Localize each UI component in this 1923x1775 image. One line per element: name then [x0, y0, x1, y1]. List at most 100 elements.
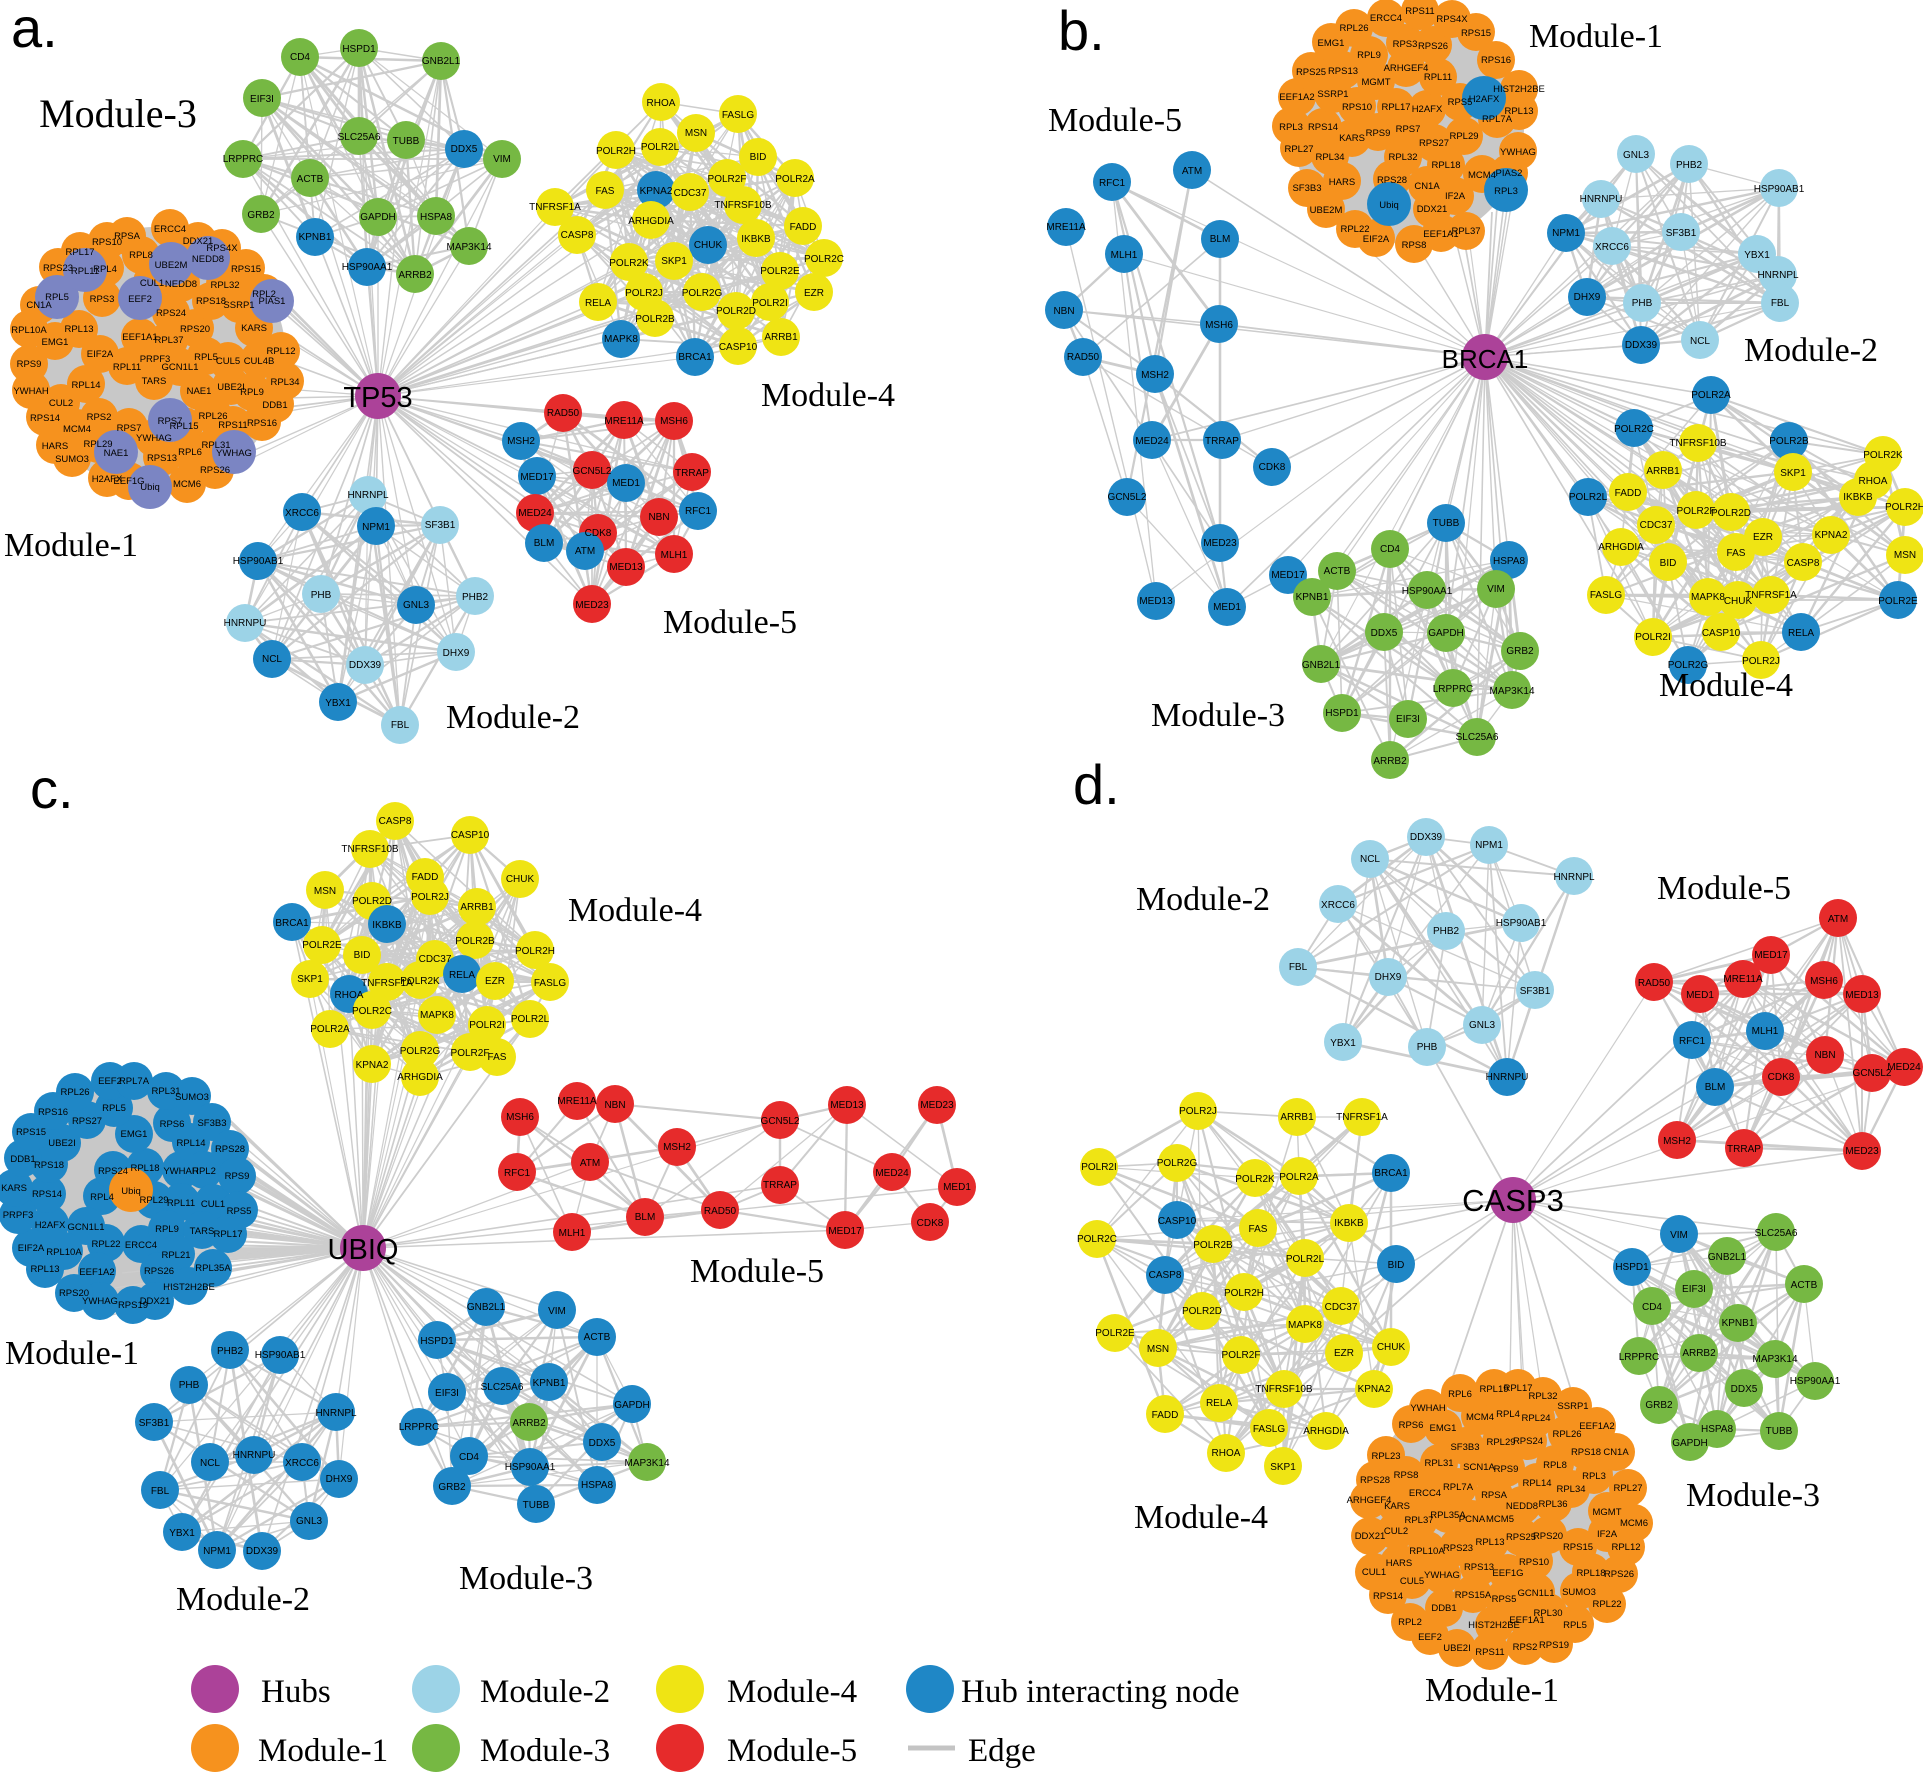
svg-text:RPL22: RPL22	[1340, 224, 1369, 235]
svg-text:DDX39: DDX39	[1625, 340, 1658, 351]
svg-text:NCL: NCL	[262, 654, 282, 665]
svg-text:SUMO3: SUMO3	[55, 454, 89, 465]
svg-text:MSH6: MSH6	[506, 1112, 534, 1123]
svg-text:RPL26: RPL26	[1552, 1429, 1581, 1440]
svg-text:MSN: MSN	[685, 128, 707, 139]
svg-text:RHOA: RHOA	[335, 990, 364, 1001]
svg-text:MCM5: MCM5	[1486, 1514, 1514, 1525]
svg-text:CUL1: CUL1	[201, 1199, 225, 1210]
svg-text:RPL22: RPL22	[91, 1239, 120, 1250]
svg-text:FAS: FAS	[488, 1052, 507, 1063]
svg-text:EEF1A2: EEF1A2	[1579, 1421, 1614, 1432]
svg-text:NPM1: NPM1	[203, 1546, 231, 1557]
svg-text:RPS14: RPS14	[1373, 1591, 1403, 1602]
svg-text:RPL11: RPL11	[1424, 72, 1452, 83]
svg-text:RHOA: RHOA	[1859, 476, 1888, 487]
svg-text:Module-3: Module-3	[459, 1560, 593, 1597]
svg-text:DDX21: DDX21	[1417, 204, 1448, 215]
svg-text:ARHGEF4: ARHGEF4	[1347, 1495, 1392, 1506]
svg-text:RPS10: RPS10	[92, 237, 122, 248]
svg-text:PHB2: PHB2	[462, 592, 489, 603]
svg-text:BRCA1: BRCA1	[678, 352, 712, 363]
svg-text:POLR2H: POLR2H	[1885, 502, 1923, 513]
svg-text:DDX39: DDX39	[1410, 832, 1443, 843]
svg-text:MGMT: MGMT	[1592, 1507, 1621, 1518]
svg-text:RPL12: RPL12	[1611, 1542, 1640, 1553]
svg-text:ATM: ATM	[575, 546, 595, 557]
svg-text:HSPD1: HSPD1	[1325, 708, 1359, 719]
svg-text:BRCA1: BRCA1	[1374, 1168, 1408, 1179]
svg-text:RELA: RELA	[585, 298, 611, 309]
svg-text:GAPDH: GAPDH	[1428, 628, 1464, 639]
svg-text:XRCC6: XRCC6	[1321, 900, 1355, 911]
svg-text:PHB2: PHB2	[1676, 160, 1703, 171]
svg-text:POLR2H: POLR2H	[596, 146, 636, 157]
svg-text:KARS: KARS	[1, 1183, 27, 1194]
svg-text:POLR2G: POLR2G	[682, 288, 723, 299]
svg-text:TNFRSF10B: TNFRSF10B	[1255, 1384, 1313, 1395]
svg-text:MAP3K14: MAP3K14	[446, 242, 491, 253]
svg-text:HNRNPU: HNRNPU	[224, 618, 267, 629]
svg-text:POLR2K: POLR2K	[1863, 450, 1903, 461]
svg-text:MAPK8: MAPK8	[604, 334, 638, 345]
svg-text:RPL12: RPL12	[266, 346, 295, 357]
svg-text:FASLG: FASLG	[1590, 590, 1622, 601]
svg-text:Module-3: Module-3	[39, 91, 197, 136]
svg-text:CASP10: CASP10	[1702, 628, 1741, 639]
svg-text:NEDD8: NEDD8	[192, 254, 224, 265]
svg-text:CUL4B: CUL4B	[244, 356, 275, 367]
svg-text:SSRP1: SSRP1	[223, 300, 254, 311]
svg-text:RPL13: RPL13	[64, 324, 93, 335]
svg-text:EEF1A2: EEF1A2	[1279, 92, 1314, 103]
svg-text:GNL3: GNL3	[1469, 1020, 1496, 1031]
svg-text:RHOA: RHOA	[1212, 1448, 1241, 1459]
svg-text:RPS16: RPS16	[247, 418, 277, 429]
svg-text:RPL18: RPL18	[1431, 160, 1460, 171]
svg-text:SLC25A6: SLC25A6	[481, 1382, 524, 1393]
svg-text:FADD: FADD	[1152, 1410, 1179, 1421]
svg-text:Module-5: Module-5	[690, 1253, 824, 1290]
svg-text:RPL7A: RPL7A	[1482, 114, 1513, 125]
svg-text:HSP90AA1: HSP90AA1	[505, 1462, 556, 1473]
svg-text:RPS15: RPS15	[231, 264, 261, 275]
svg-text:HSPD1: HSPD1	[1615, 1262, 1649, 1273]
svg-text:RAD50: RAD50	[704, 1206, 737, 1217]
svg-text:POLR2G: POLR2G	[1668, 660, 1709, 671]
svg-text:POLR2C: POLR2C	[1614, 424, 1654, 435]
svg-text:Module-4: Module-4	[1659, 667, 1793, 704]
svg-text:IF2A: IF2A	[1445, 191, 1466, 202]
svg-text:RPS6: RPS6	[160, 1119, 185, 1130]
svg-text:TUBB: TUBB	[393, 136, 420, 147]
svg-text:MAP3K14: MAP3K14	[624, 1458, 669, 1469]
svg-text:RPS9: RPS9	[1366, 128, 1391, 139]
svg-text:CDK8: CDK8	[585, 528, 612, 539]
svg-text:FBL: FBL	[1289, 962, 1308, 973]
svg-text:RPL17: RPL17	[213, 1229, 242, 1240]
svg-text:ARRB2: ARRB2	[1373, 756, 1407, 767]
svg-text:GRB2: GRB2	[438, 1482, 466, 1493]
svg-text:RPS18: RPS18	[34, 1160, 64, 1171]
svg-text:RPS2: RPS2	[87, 412, 112, 423]
svg-text:RPL18: RPL18	[130, 1163, 159, 1174]
svg-text:Module-1: Module-1	[4, 527, 138, 564]
svg-text:VIM: VIM	[1487, 584, 1505, 595]
svg-text:RPL37: RPL37	[154, 335, 183, 346]
svg-text:CN1A: CN1A	[1603, 1447, 1629, 1458]
svg-text:CUL5: CUL5	[216, 356, 240, 367]
svg-text:RPL9: RPL9	[155, 1224, 179, 1235]
svg-text:Module-4: Module-4	[727, 1674, 857, 1710]
svg-text:ACTB: ACTB	[584, 1332, 611, 1343]
svg-text:HARS: HARS	[42, 441, 68, 452]
svg-text:GRB2: GRB2	[247, 210, 275, 221]
svg-text:RPL3: RPL3	[1582, 1471, 1606, 1482]
svg-text:RPS24: RPS24	[1513, 1436, 1543, 1447]
svg-text:VIM: VIM	[493, 154, 511, 165]
svg-text:CASP3: CASP3	[1462, 1183, 1564, 1218]
svg-text:HNRNPU: HNRNPU	[233, 1450, 276, 1461]
svg-text:b.: b.	[1058, 0, 1105, 62]
svg-text:RFC1: RFC1	[504, 1168, 531, 1179]
svg-text:POLR2I: POLR2I	[1081, 1162, 1117, 1173]
svg-text:EIF2A: EIF2A	[18, 1243, 45, 1254]
svg-text:RPSA: RPSA	[1481, 1490, 1508, 1501]
svg-text:RPS14: RPS14	[1308, 122, 1338, 133]
